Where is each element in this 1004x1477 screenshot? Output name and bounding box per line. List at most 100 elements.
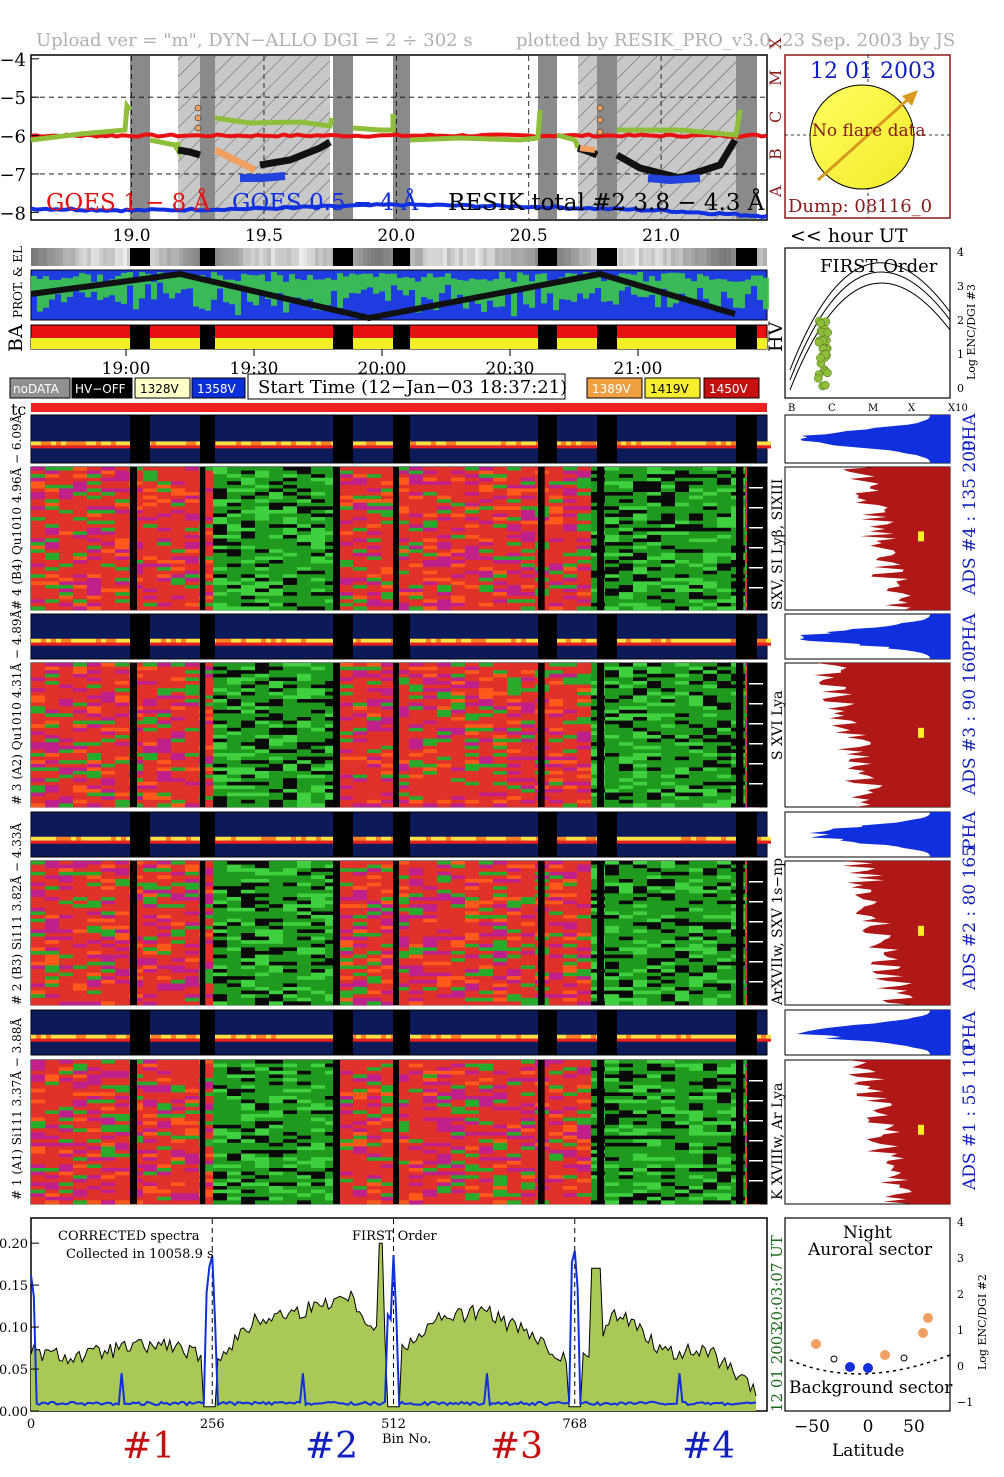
map-cell <box>605 567 619 571</box>
map-cell <box>381 763 395 768</box>
grey-gap <box>736 248 757 266</box>
pha-line <box>466 638 471 643</box>
map-cell <box>423 799 437 804</box>
pha-line <box>676 441 681 446</box>
map-cell <box>675 534 689 539</box>
map-cell <box>115 492 129 496</box>
map-cell <box>101 517 115 521</box>
map-cell <box>605 666 619 671</box>
map-cell <box>479 574 493 579</box>
map-cell <box>493 760 507 765</box>
map-cell <box>605 735 619 739</box>
green-cell <box>649 276 655 295</box>
map-cell <box>115 799 129 804</box>
map-cell <box>157 495 171 500</box>
map-cell <box>45 474 59 479</box>
map-cell <box>269 663 283 667</box>
map-cell <box>87 481 101 486</box>
map-cell <box>647 684 661 689</box>
map-cell <box>59 552 73 557</box>
map-cell <box>115 771 129 775</box>
map-cell <box>577 477 591 482</box>
pha-line <box>411 445 416 449</box>
map-cell <box>185 545 199 550</box>
grey-cell <box>275 248 279 266</box>
map-cell <box>507 749 521 754</box>
map-cell <box>451 745 465 750</box>
map-cell <box>115 681 129 685</box>
map-cell <box>213 760 227 765</box>
map-cell <box>101 552 115 557</box>
map-cell <box>325 760 339 765</box>
map-cell <box>325 774 339 779</box>
map-cell <box>227 584 241 589</box>
map-cell <box>409 760 423 765</box>
map-cell <box>353 538 367 543</box>
map-cell <box>367 724 381 729</box>
map-cell <box>59 670 73 675</box>
map-cell <box>465 531 479 536</box>
grey-cell <box>271 248 275 266</box>
map-cell <box>675 542 689 546</box>
map-cell <box>703 517 717 521</box>
map-cell <box>395 534 409 539</box>
map-cell <box>381 588 395 593</box>
map-cell <box>213 713 227 718</box>
map-cell <box>339 663 353 667</box>
map-cell <box>311 538 325 543</box>
pha-line <box>671 638 676 643</box>
green-cell <box>469 278 475 298</box>
first-order-point <box>823 328 832 337</box>
map-cell <box>381 771 395 775</box>
map-cell <box>101 681 115 685</box>
map-cell <box>199 495 213 500</box>
map-cell <box>367 720 381 725</box>
map-cell <box>73 570 87 575</box>
map-cell <box>675 524 689 529</box>
pha-line <box>766 642 771 646</box>
map-cell <box>493 563 507 568</box>
map-cell <box>409 477 423 482</box>
map-cell <box>199 735 213 739</box>
map-cell <box>339 577 353 582</box>
pha-line <box>511 441 516 446</box>
map-cell <box>73 484 87 489</box>
map-cell <box>339 574 353 579</box>
grey-cell <box>291 248 295 266</box>
map-cell <box>647 506 661 511</box>
map-cell <box>199 717 213 721</box>
map-cell <box>689 538 703 543</box>
map-cell <box>269 670 283 675</box>
map-cell <box>381 785 395 790</box>
pha-line <box>311 638 316 643</box>
map-cell <box>283 763 297 768</box>
grey-gap <box>538 248 557 266</box>
map-cell <box>241 699 255 703</box>
map-cell <box>255 492 269 496</box>
map-cell <box>31 556 45 561</box>
map-cell <box>661 599 675 604</box>
pha-line <box>666 441 671 446</box>
map-cell <box>549 534 563 539</box>
map-cell <box>521 552 535 557</box>
map-cell <box>283 492 297 496</box>
map-cell <box>647 581 661 586</box>
map-cell <box>199 767 213 772</box>
map-cell <box>703 502 717 507</box>
map-cell <box>479 735 493 739</box>
map-cell <box>31 527 45 532</box>
map-cell <box>437 677 451 682</box>
map-cell <box>633 760 647 765</box>
map-cell <box>157 581 171 586</box>
map-cell <box>479 495 493 500</box>
map-cell <box>311 517 325 521</box>
map-cell <box>423 574 437 579</box>
pha-line <box>56 638 61 643</box>
map-cell <box>311 663 325 667</box>
green-cell <box>487 280 493 301</box>
map-cell <box>549 763 563 768</box>
map-cell <box>409 534 423 539</box>
map-cell <box>297 549 311 554</box>
map-cell <box>507 520 521 525</box>
map-cell <box>423 592 437 596</box>
